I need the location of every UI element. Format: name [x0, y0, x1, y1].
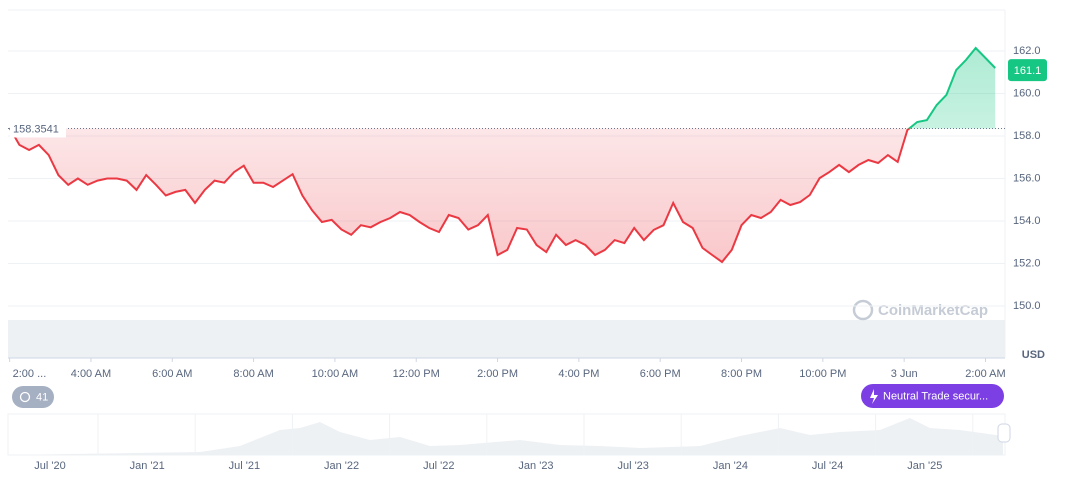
watermark-logo	[852, 299, 874, 321]
x-tick-label: 12:00 PM	[393, 368, 440, 380]
y-tick-label: 154.0	[1013, 215, 1041, 227]
y-tick-label: 162.0	[1013, 45, 1041, 57]
x-tick-label: 4:00 AM	[71, 368, 111, 380]
navigator-label: Jul '22	[423, 460, 454, 472]
badge-icon	[19, 391, 31, 403]
x-tick-label: 8:00 PM	[721, 368, 762, 380]
current-price: 161.1	[1014, 65, 1042, 77]
price-line-below	[8, 128, 911, 264]
watermark-group: CoinMarketCap	[852, 299, 988, 321]
navigator-label: Jan '22	[324, 460, 359, 472]
y-tick-label: 150.0	[1013, 300, 1041, 312]
x-tick-label: 2:00 AM	[965, 368, 1005, 380]
navigator-label: Jan '25	[907, 460, 942, 472]
x-tick-label: 6:00 AM	[152, 368, 192, 380]
x-tick-label: 2:00 ...	[13, 368, 47, 380]
navigator-label: Jan '23	[518, 460, 553, 472]
current-price-bg	[1008, 59, 1047, 82]
x-tick-label: 4:00 PM	[558, 368, 599, 380]
x-tick-label: 2:00 PM	[477, 368, 518, 380]
baseline-label: 158.3541	[13, 123, 59, 135]
badge-count: 41	[36, 391, 48, 403]
navigator-label: Jul '23	[617, 460, 648, 472]
bolt-icon	[870, 389, 878, 404]
x-tick-label: 3 Jun	[891, 368, 918, 380]
currency: USD	[1022, 349, 1045, 361]
y-tick-label: 160.0	[1013, 87, 1041, 99]
x-tick-label: 10:00 AM	[312, 368, 358, 380]
x-tick-label: 8:00 AM	[233, 368, 273, 380]
alert-button[interactable]	[861, 384, 1004, 408]
y-tick-label: 152.0	[1013, 257, 1041, 269]
navigator-label: Jul '21	[229, 460, 260, 472]
navigator-label: Jul '20	[34, 460, 65, 472]
volume-area	[8, 320, 1005, 358]
area-below	[9, 128, 910, 262]
x-tick-label: 6:00 PM	[640, 368, 681, 380]
baseline-label-bg	[10, 119, 66, 138]
navigator-label: Jul '24	[812, 460, 843, 472]
navigator-handle[interactable]	[997, 423, 1011, 443]
y-tick-label: 158.0	[1013, 130, 1041, 142]
badge[interactable]	[12, 386, 54, 408]
watermark: CoinMarketCap	[878, 302, 988, 319]
alert-text: Neutral Trade secur...	[883, 390, 988, 402]
navigator-area	[8, 418, 1003, 455]
y-tick-label: 156.0	[1013, 172, 1041, 184]
navigator-label: Jan '21	[130, 460, 165, 472]
x-tick-label: 10:00 PM	[799, 368, 846, 380]
navigator-label: Jan '24	[713, 460, 748, 472]
